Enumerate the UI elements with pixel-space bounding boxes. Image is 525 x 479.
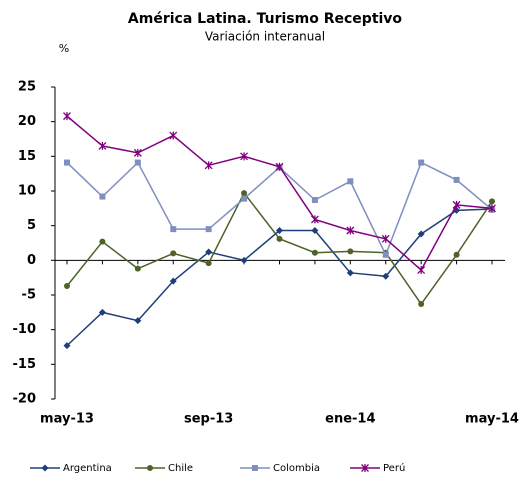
marker [347, 178, 354, 185]
marker [453, 251, 460, 258]
marker [276, 235, 283, 242]
marker [63, 342, 71, 350]
marker [204, 161, 213, 170]
marker [418, 159, 425, 166]
marker [489, 198, 495, 205]
x-tick-label: may-14 [465, 412, 519, 427]
marker [41, 464, 49, 472]
x-tick-label: ene-14 [325, 412, 375, 427]
marker [169, 131, 178, 140]
marker [346, 226, 355, 235]
legend-label: Perú [383, 462, 405, 474]
marker [205, 248, 213, 256]
marker [418, 301, 425, 308]
marker [133, 148, 142, 157]
chart-title: América Latina. Turismo Receptivo [128, 11, 403, 27]
marker [417, 266, 426, 275]
marker [488, 204, 496, 213]
marker [205, 260, 212, 267]
marker [241, 190, 248, 197]
legend-label: Chile [168, 463, 193, 474]
marker [311, 197, 318, 204]
marker [275, 162, 284, 171]
marker [64, 282, 70, 289]
marker [99, 238, 106, 245]
marker [63, 112, 71, 121]
marker [311, 227, 319, 235]
y-tick-label: 15 [18, 149, 36, 164]
y-tick-label: 25 [18, 80, 36, 95]
legend-label: Colombia [273, 463, 320, 474]
y-tick-label: 10 [18, 184, 36, 199]
series-line [66, 115, 493, 272]
marker [134, 265, 141, 272]
y-tick-label: 5 [27, 218, 36, 233]
marker [170, 250, 177, 257]
marker [98, 141, 107, 150]
marker [452, 200, 461, 209]
marker [169, 277, 177, 285]
y-tick-label: -20 [13, 392, 37, 407]
y-axis-label: % [59, 42, 69, 55]
marker [170, 226, 177, 233]
marker [417, 230, 425, 238]
y-tick-label: 20 [18, 114, 36, 129]
y-tick-label: -5 [22, 288, 36, 303]
y-tick-label: 0 [27, 253, 36, 268]
marker [311, 249, 318, 256]
marker [147, 465, 153, 471]
marker [205, 226, 212, 233]
legend-label: Argentina [63, 463, 112, 474]
marker [252, 465, 258, 471]
marker [382, 251, 389, 258]
marker [276, 227, 283, 235]
marker [99, 193, 106, 200]
marker [240, 152, 249, 161]
y-tick-label: -10 [13, 322, 37, 337]
marker [382, 272, 390, 280]
series-line [66, 191, 493, 306]
marker [310, 215, 319, 224]
marker [98, 308, 106, 316]
marker [347, 248, 354, 255]
x-tick-label: may-13 [40, 412, 94, 427]
marker [64, 159, 70, 166]
marker [134, 317, 142, 325]
marker [241, 195, 248, 202]
marker [453, 176, 460, 183]
marker [346, 269, 354, 277]
marker [240, 256, 248, 264]
x-tick-label: sep-13 [184, 412, 233, 427]
marker [134, 159, 141, 166]
chart-subtitle: Variación interanual [205, 30, 325, 44]
marker [381, 234, 390, 243]
marker [361, 464, 369, 472]
y-tick-label: -15 [13, 357, 37, 372]
